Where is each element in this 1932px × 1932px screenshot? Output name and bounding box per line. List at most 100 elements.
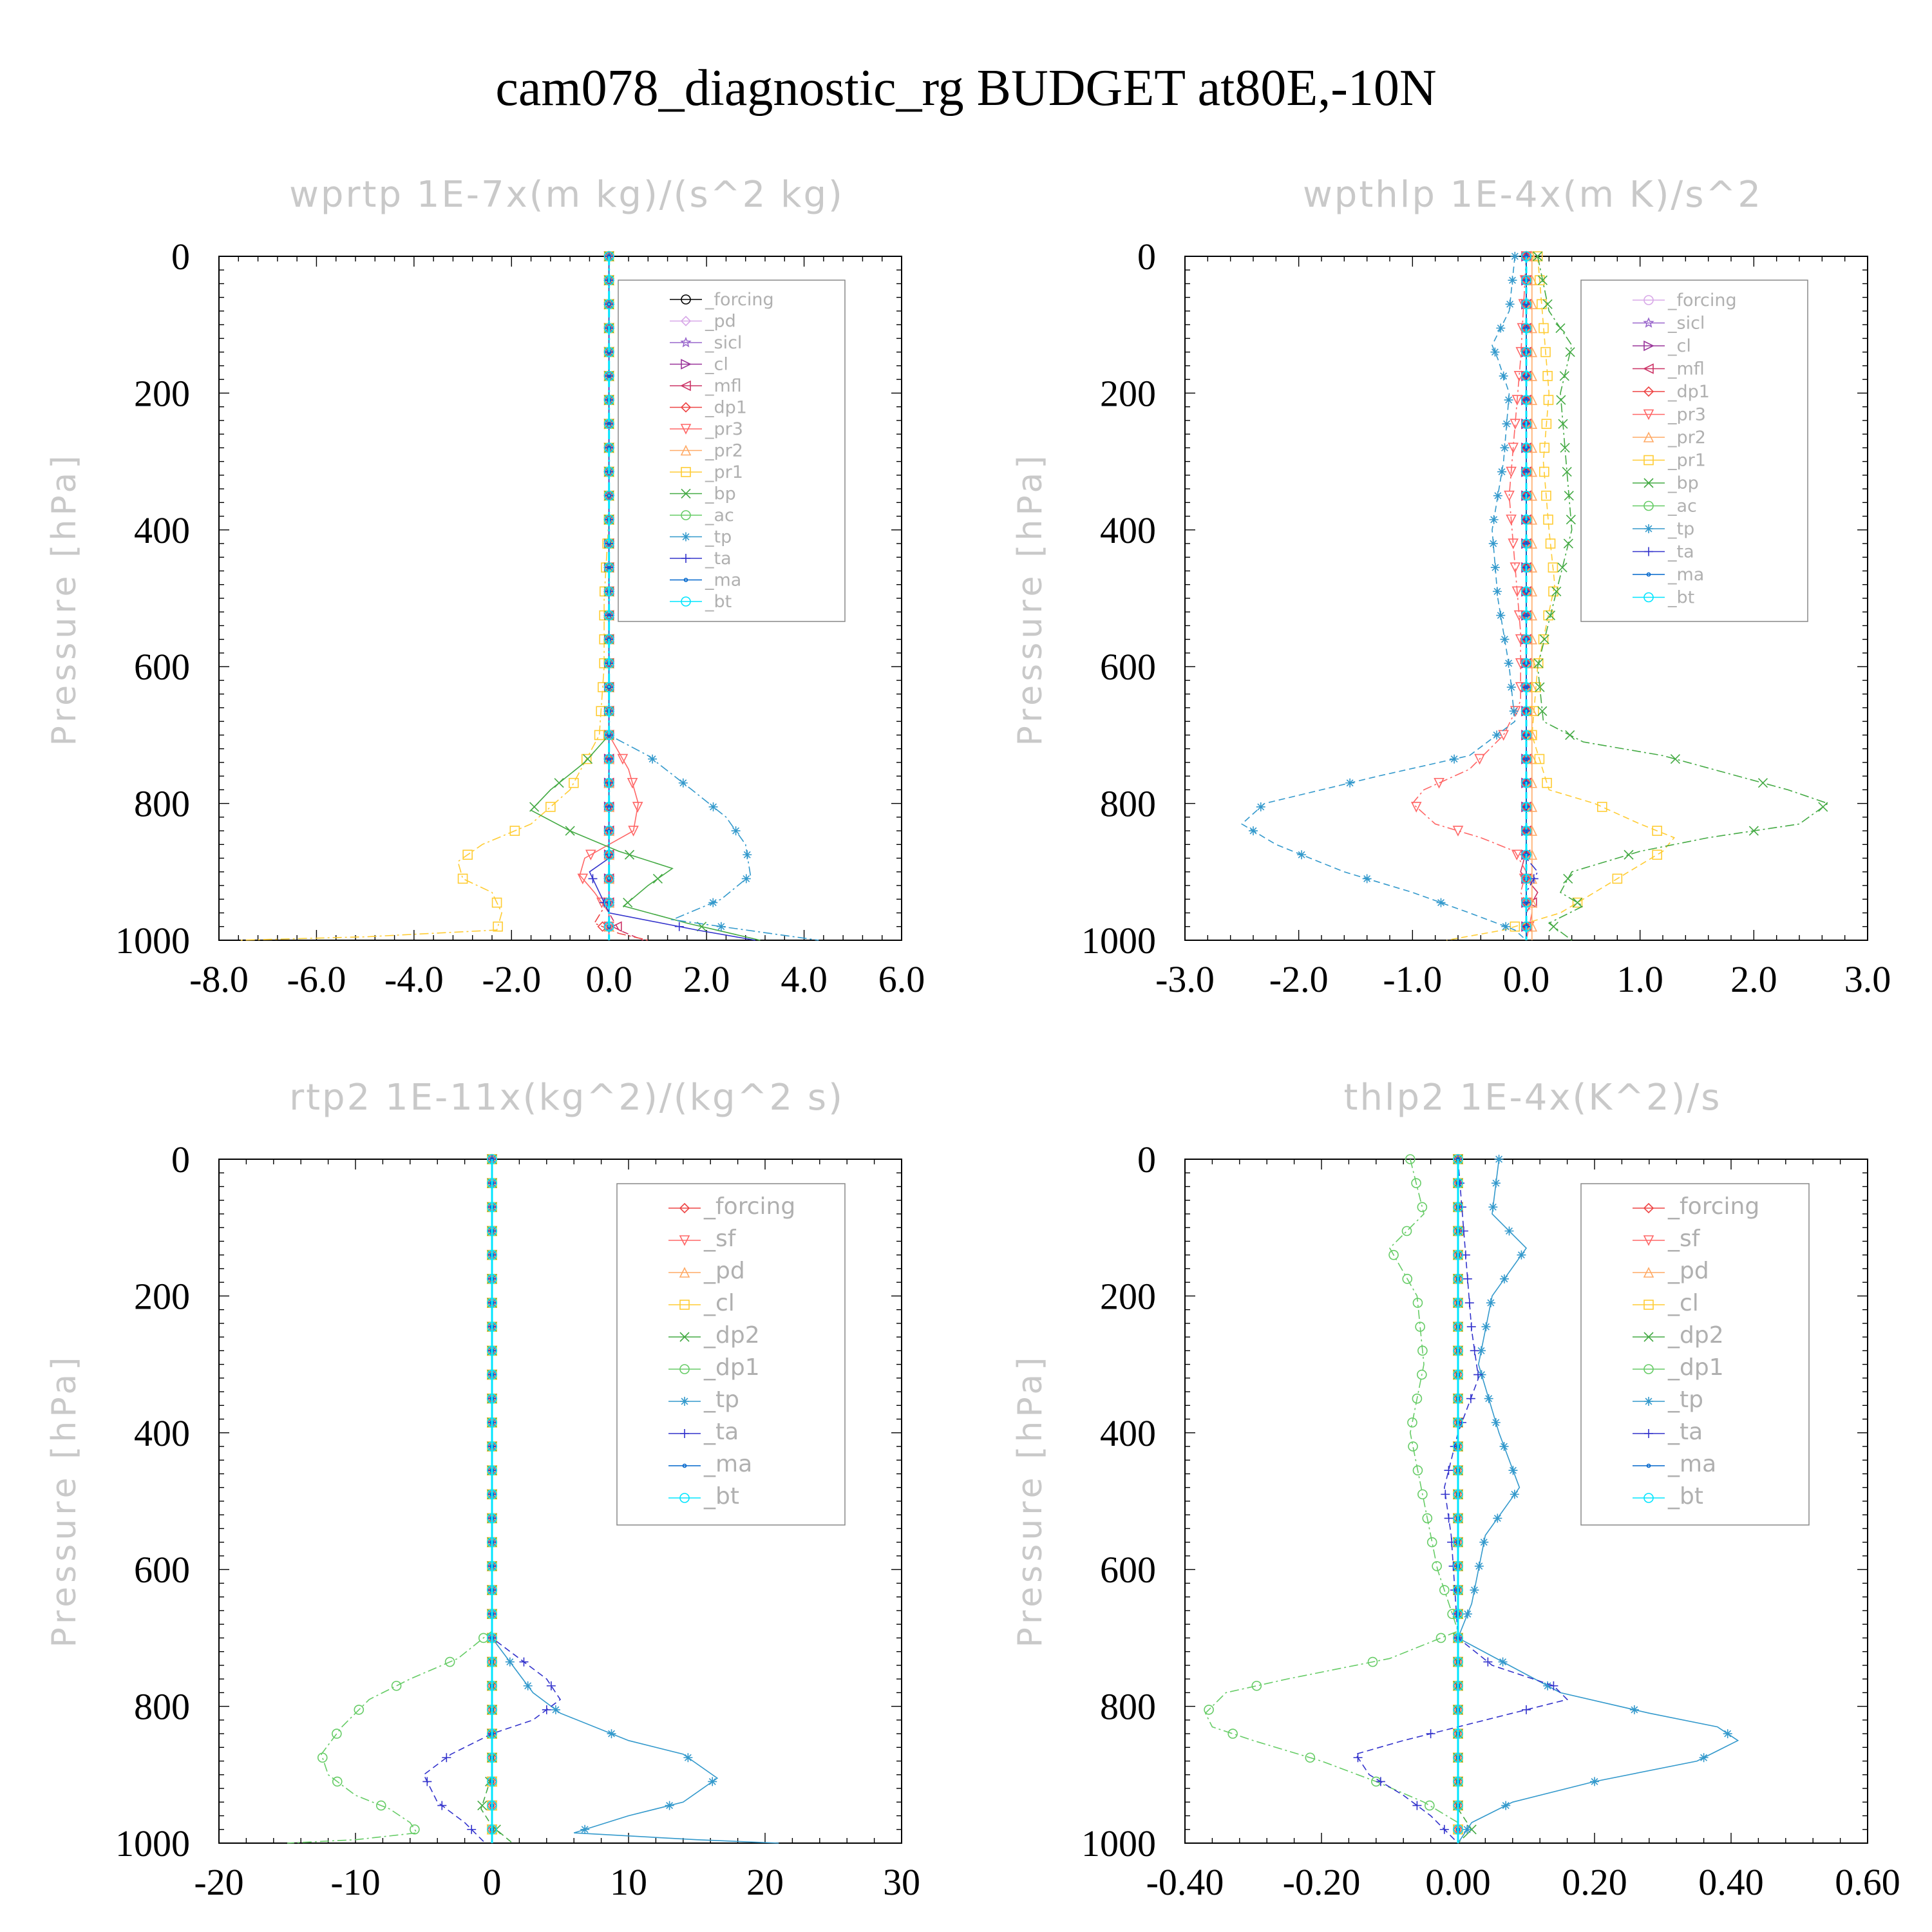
data-point xyxy=(1227,1728,1238,1739)
legend-label: _bp xyxy=(705,484,736,504)
data-point xyxy=(603,346,614,357)
data-point xyxy=(1556,395,1566,405)
legend-entry: _tp xyxy=(1633,519,1694,539)
data-point xyxy=(623,898,633,908)
legend-label: _dp2 xyxy=(703,1322,760,1349)
data-point xyxy=(1543,515,1553,525)
data-point xyxy=(1551,586,1562,596)
legend-marker xyxy=(1643,295,1654,305)
legend-marker xyxy=(681,532,690,542)
legend-entry: _bt xyxy=(670,592,732,612)
legend-label: _sf xyxy=(1667,1226,1701,1252)
x-tick-label: -4.0 xyxy=(384,958,444,1000)
data-point xyxy=(1453,1824,1463,1835)
data-point xyxy=(1491,1179,1501,1188)
legend-marker xyxy=(1643,431,1654,442)
data-point xyxy=(1417,1369,1427,1380)
data-point xyxy=(1453,1321,1463,1332)
y-tick-label: 600 xyxy=(134,1549,190,1591)
x-tick-label: -10 xyxy=(330,1861,380,1903)
series-dp1 xyxy=(1204,1154,1463,1843)
data-point xyxy=(1504,395,1513,405)
data-point xyxy=(1521,538,1531,549)
legend-entry: _pr2 xyxy=(670,441,743,461)
legend-entry: _forcing xyxy=(668,1193,795,1220)
data-point xyxy=(375,1800,386,1811)
data-point xyxy=(1474,753,1485,765)
data-point xyxy=(1488,1202,1498,1212)
data-point xyxy=(1564,491,1574,501)
x-tick-label: -8.0 xyxy=(189,958,249,1000)
data-point xyxy=(487,1274,497,1284)
data-point xyxy=(1249,826,1258,836)
legend-label: _forcing xyxy=(1667,1193,1759,1220)
data-point xyxy=(1521,802,1531,812)
data-point xyxy=(1470,1586,1479,1595)
series-bt xyxy=(603,251,614,940)
legend-label: _sicl xyxy=(1667,314,1705,334)
legend-label: _tp xyxy=(1667,519,1694,539)
data-point xyxy=(1477,1346,1486,1356)
data-point xyxy=(1506,515,1517,526)
data-point xyxy=(1563,538,1573,549)
data-point xyxy=(1453,1345,1463,1356)
data-point xyxy=(1521,777,1531,788)
data-point xyxy=(442,1753,451,1763)
legend-entry: _ma xyxy=(1633,1451,1716,1477)
data-point xyxy=(1412,1393,1423,1404)
data-point xyxy=(1539,442,1550,453)
data-point xyxy=(1362,874,1372,884)
data-point xyxy=(551,1705,560,1714)
data-point xyxy=(1566,515,1576,525)
data-point xyxy=(1441,1490,1450,1499)
legend-entry: _sicl xyxy=(670,333,742,353)
data-point xyxy=(1453,1154,1463,1164)
y-tick-label: 1000 xyxy=(1081,1823,1156,1864)
data-point xyxy=(1489,515,1499,524)
data-point xyxy=(1492,730,1502,740)
legend-label: _bt xyxy=(1667,1483,1703,1510)
legend-label: _tp xyxy=(1667,1387,1703,1413)
data-point xyxy=(1542,299,1553,309)
data-point xyxy=(1557,562,1567,573)
data-point xyxy=(1497,467,1507,477)
data-point xyxy=(487,1824,497,1835)
plot-frame xyxy=(1184,1159,1868,1844)
y-tick-label: 1000 xyxy=(1081,920,1156,961)
data-point xyxy=(607,302,612,307)
data-point xyxy=(1473,1370,1483,1379)
x-tick-label: 0.40 xyxy=(1698,1861,1764,1903)
data-point xyxy=(1493,1513,1502,1523)
data-point xyxy=(1463,1824,1472,1834)
legend-label: _ma xyxy=(703,1451,752,1477)
data-point xyxy=(1463,1609,1472,1619)
data-point xyxy=(603,777,614,788)
legend-entry: _pr3 xyxy=(670,419,743,439)
data-point xyxy=(603,371,614,381)
legend-marker xyxy=(1643,1332,1654,1342)
data-point xyxy=(1534,753,1545,764)
data-point xyxy=(332,1728,342,1739)
x-tick-label: -0.40 xyxy=(1146,1861,1224,1903)
data-point xyxy=(1521,395,1531,405)
data-point xyxy=(1412,1801,1422,1810)
legend-label: _pd xyxy=(705,312,736,332)
data-point xyxy=(607,493,612,498)
legend-marker xyxy=(1643,500,1654,511)
legend-entry: _pd xyxy=(668,1258,745,1284)
data-point xyxy=(487,1321,497,1332)
data-point xyxy=(1545,610,1556,621)
data-point xyxy=(1521,658,1531,668)
legend-label: _cl xyxy=(703,1290,735,1316)
legend-entry: _ac xyxy=(670,506,734,526)
legend-marker xyxy=(680,424,692,435)
data-point xyxy=(1521,371,1531,381)
legend-marker xyxy=(681,554,690,563)
legend-entry: _bp xyxy=(1633,473,1699,493)
legend-entry: _pr2 xyxy=(1633,428,1706,448)
y-tick-label: 200 xyxy=(134,372,190,414)
x-tick-label: 0.00 xyxy=(1425,1861,1491,1903)
data-point xyxy=(1504,658,1513,668)
data-point xyxy=(1459,1226,1468,1236)
data-point xyxy=(1453,1417,1463,1428)
